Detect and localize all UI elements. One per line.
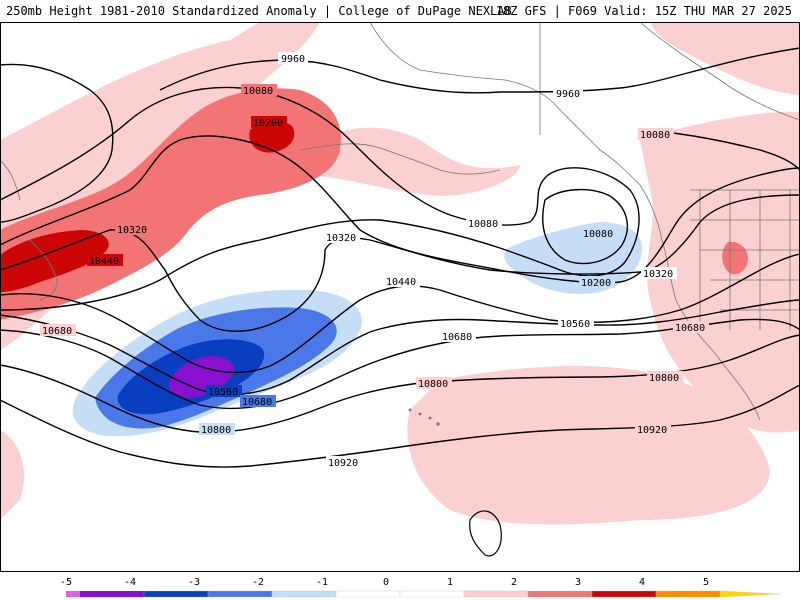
colorbar-ticks: -5 -4 -3 -2 -1 0 1 2 3 4 5 bbox=[60, 577, 709, 588]
colorbar-tick-label: -4 bbox=[124, 577, 136, 588]
colorbar-swatch-1-2 bbox=[463, 590, 529, 598]
colorbar-tick-label: 2 bbox=[511, 577, 517, 588]
contour-label-10800-c: 10800 bbox=[649, 373, 679, 384]
contour-label-10080-d: 10080 bbox=[583, 229, 613, 240]
colorbar: -5 -4 -3 -2 -1 0 1 2 3 4 5 bbox=[0, 572, 800, 600]
colorbar-swatch-3-4 bbox=[591, 590, 657, 598]
contour-label-10680-d: 10680 bbox=[675, 323, 705, 334]
contour-label-10800-b: 10800 bbox=[418, 379, 448, 390]
colorbar-tick-label: -5 bbox=[60, 577, 72, 588]
contour-label-10200: 10200 bbox=[253, 118, 283, 129]
contour-label-10080-c: 10080 bbox=[640, 130, 670, 141]
contour-labels: 9960 9960 10080 10080 10080 10080 10200 … bbox=[40, 52, 709, 469]
colorbar-tick-label: -3 bbox=[188, 577, 200, 588]
contour-10800 bbox=[0, 334, 800, 433]
colorbar-swatch-0-1 bbox=[399, 590, 465, 598]
anomaly-map: 9960 9960 10080 10080 10080 10080 10200 … bbox=[0, 22, 800, 572]
colorbar-tick-label: -2 bbox=[252, 577, 264, 588]
contour-label-10680-c: 10680 bbox=[242, 397, 272, 408]
hawaii-islands bbox=[408, 408, 440, 426]
colorbar-swatch-m3-m2 bbox=[207, 590, 273, 598]
contour-10920 bbox=[0, 384, 800, 468]
contour-label-10320-c: 10320 bbox=[643, 269, 673, 280]
colorbar-tick-label: -1 bbox=[316, 577, 328, 588]
map-header: 250mb Height 1981-2010 Standardized Anom… bbox=[0, 0, 800, 22]
contour-label-10080: 10080 bbox=[243, 86, 273, 97]
colorbar-swatch-m4-m3 bbox=[143, 590, 209, 598]
contour-10080-low bbox=[542, 188, 629, 265]
model-valid-time: 18Z GFS | F069 Valid: 15Z THU MAR 27 202… bbox=[495, 4, 792, 18]
colorbar-swatch-m5-m4 bbox=[80, 591, 144, 597]
contour-label-10320: 10320 bbox=[117, 225, 147, 236]
contour-10320 bbox=[0, 194, 800, 332]
colorbar-swatches bbox=[66, 590, 781, 598]
colorbar-tick-label: 1 bbox=[447, 577, 453, 588]
colorbar-swatch-high bbox=[719, 590, 781, 598]
coastlines bbox=[0, 22, 800, 557]
colorbar-swatch-2-3 bbox=[527, 590, 593, 598]
colorbar-tick-label: 3 bbox=[575, 577, 581, 588]
contour-label-10440: 10440 bbox=[89, 256, 119, 267]
colorbar-tick-label: 0 bbox=[383, 577, 389, 588]
colorbar-tick-label: 5 bbox=[703, 577, 709, 588]
contour-label-10440-b: 10440 bbox=[386, 277, 416, 288]
contour-label-9960-b: 9960 bbox=[556, 89, 580, 100]
contour-label-10800: 10800 bbox=[201, 425, 231, 436]
colorbar-swatch-m1-0 bbox=[335, 590, 401, 598]
contour-9960-west bbox=[0, 63, 114, 223]
contour-label-10920-b: 10920 bbox=[637, 425, 667, 436]
contour-label-10680: 10680 bbox=[42, 326, 72, 337]
contour-9960 bbox=[159, 47, 800, 94]
contour-label-10200-b: 10200 bbox=[581, 278, 611, 289]
contour-label-10080-b: 10080 bbox=[468, 219, 498, 230]
contour-label-10320-b: 10320 bbox=[326, 233, 356, 244]
colorbar-swatch-lt-5 bbox=[66, 591, 80, 597]
contour-label-10920: 10920 bbox=[328, 458, 358, 469]
contour-label-10560: 10560 bbox=[208, 387, 238, 398]
map-title: 250mb Height 1981-2010 Standardized Anom… bbox=[6, 4, 512, 18]
colorbar-swatch-m2-m1 bbox=[271, 590, 337, 598]
contour-10560 bbox=[0, 299, 800, 395]
contour-label-10680-b: 10680 bbox=[442, 332, 472, 343]
colorbar-swatch-4-5 bbox=[655, 590, 721, 598]
colorbar-tick-label: 4 bbox=[639, 577, 645, 588]
contour-label-10560-b: 10560 bbox=[560, 319, 590, 330]
contour-label-9960: 9960 bbox=[281, 54, 305, 65]
positive-anomaly-strong bbox=[0, 121, 295, 292]
